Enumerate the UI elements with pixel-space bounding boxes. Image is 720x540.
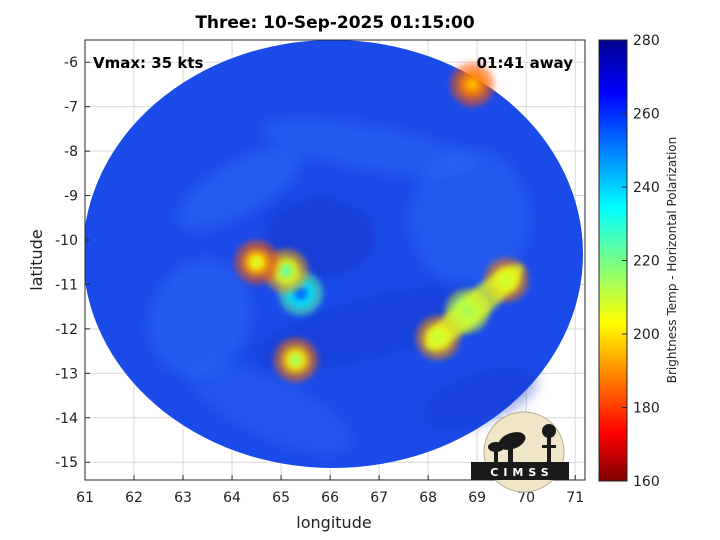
- logo-text: CIMSS: [490, 466, 553, 479]
- swath-texture: [148, 118, 538, 455]
- colorbar-tick-label: 260: [633, 107, 660, 123]
- x-tick-label: 64: [223, 490, 241, 506]
- swath-band: [178, 146, 303, 230]
- cold-cloud-feature: [450, 62, 495, 107]
- colorbar-ticks: 280 260 240 220 200 180 160: [622, 33, 660, 490]
- y-tick-label: -9: [64, 189, 78, 205]
- colorbar-tick-label: 280: [633, 33, 660, 49]
- x-tick-label: 70: [517, 490, 535, 506]
- x-tick-label: 65: [272, 490, 290, 506]
- vmax-label: Vmax: 35 kts: [93, 54, 203, 72]
- y-tick-label: -14: [55, 411, 78, 427]
- brightness-swath: [85, 40, 583, 468]
- time-away-label: 01:41 away: [477, 54, 574, 72]
- colorbar-label: Brightness Temp - Horizontal Polarizatio…: [665, 137, 679, 384]
- y-tick-label: -15: [55, 455, 78, 471]
- x-tick-label: 68: [419, 490, 437, 506]
- y-tick-label: -13: [55, 366, 78, 382]
- x-tick-label: 67: [370, 490, 388, 506]
- swath-band: [423, 366, 538, 429]
- colorbar-tick-label: 180: [633, 401, 660, 417]
- y-tick-label: -8: [64, 144, 78, 160]
- y-axis-label: latitude: [27, 229, 46, 290]
- cold-cloud-feature: [234, 240, 279, 285]
- x-axis-ticks: 61 62 63 64 65 66 67 68 69 70 71: [76, 475, 584, 506]
- y-tick-label: -12: [55, 322, 78, 338]
- swath-band: [187, 361, 353, 455]
- y-axis-ticks: -6 -7 -8 -9 -10 -11 -12 -13 -14 -15: [55, 55, 90, 471]
- rainband: [426, 264, 524, 349]
- convective-features: [234, 62, 529, 382]
- x-tick-label: 62: [125, 490, 143, 506]
- swath-band: [148, 258, 252, 377]
- x-tick-label: 69: [468, 490, 486, 506]
- x-axis-label: longitude: [296, 513, 371, 532]
- y-tick-label: -7: [64, 100, 78, 116]
- cimss-logo: CIMSS: [471, 411, 569, 493]
- cold-cloud-feature: [273, 338, 318, 382]
- y-tick-label: -10: [55, 233, 78, 249]
- axes-frame: [84, 39, 586, 481]
- x-tick-label: 66: [321, 490, 339, 506]
- x-tick-label: 63: [174, 490, 192, 506]
- colorbar-tick-label: 220: [633, 254, 660, 270]
- chart-title: Three: 10-Sep-2025 01:15:00: [195, 13, 475, 33]
- swath-band: [261, 118, 479, 177]
- x-tick-label: 71: [566, 490, 584, 506]
- swath-band: [410, 147, 531, 288]
- colorbar-tick-label: 160: [633, 474, 660, 490]
- y-tick-label: -11: [55, 277, 78, 293]
- colorbar-tick-label: 240: [633, 180, 660, 196]
- x-tick-label: 61: [76, 490, 94, 506]
- colorbar-tick-label: 200: [633, 327, 660, 343]
- y-tick-label: -6: [64, 55, 78, 71]
